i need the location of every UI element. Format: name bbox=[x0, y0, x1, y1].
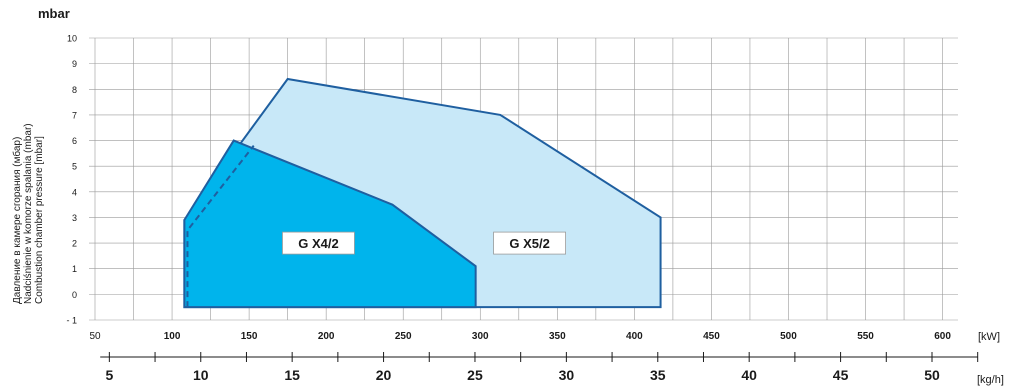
x-tick-label-kw: 150 bbox=[241, 331, 258, 342]
y-tick-label: 4 bbox=[72, 187, 77, 197]
areas bbox=[183, 77, 662, 309]
y-tick-label: 0 bbox=[72, 290, 77, 300]
y-tick-label: 9 bbox=[72, 59, 77, 69]
x-tick-label-kgh: 15 bbox=[284, 367, 300, 383]
x-tick-label-kgh: 40 bbox=[741, 367, 757, 383]
x-tick-label-kw: 200 bbox=[318, 331, 335, 342]
series-label-gx4: G X4/2 bbox=[298, 236, 338, 251]
area-gx4 bbox=[183, 139, 477, 309]
x-tick-label-kw: 350 bbox=[549, 331, 566, 342]
y-tick-label: 7 bbox=[72, 110, 77, 120]
y-tick-label: 10 bbox=[67, 34, 77, 44]
x-tick-label-kw: 400 bbox=[626, 331, 643, 342]
x-tick-label-kgh: 20 bbox=[376, 367, 392, 383]
y-tick-label: 6 bbox=[72, 136, 77, 146]
x-tick-label-kgh: 35 bbox=[650, 367, 666, 383]
x-tick-label-kw: 50 bbox=[89, 331, 101, 342]
y-tick-label: 8 bbox=[72, 85, 77, 95]
x-tick-label-kw: 450 bbox=[703, 331, 720, 342]
x-unit-kgh: [kg/h] bbox=[977, 374, 1004, 386]
x-tick-label-kw: 600 bbox=[934, 331, 951, 342]
x-tick-label-kw: 250 bbox=[395, 331, 412, 342]
y-unit-title: mbar bbox=[38, 6, 70, 21]
dashed-boundary bbox=[186, 145, 255, 308]
x-tick-label-kw: 100 bbox=[164, 331, 181, 342]
x-tick-label-kgh: 50 bbox=[924, 367, 940, 383]
x-tick-label-kgh: 10 bbox=[193, 367, 209, 383]
series-label-gx5: G X5/2 bbox=[509, 236, 549, 251]
y-tick-label: 1 bbox=[72, 264, 77, 274]
series-label-gx5-box bbox=[493, 231, 566, 255]
x-tick-label-kgh: 30 bbox=[559, 367, 575, 383]
y-tick-label: 5 bbox=[72, 162, 77, 172]
x-tick-label-kgh: 5 bbox=[105, 367, 113, 383]
series-label-gx4-box bbox=[282, 231, 355, 255]
x-unit-kw: [kW] bbox=[978, 331, 1000, 343]
y-tick-label: 2 bbox=[72, 239, 77, 249]
x-tick-label-kw: 550 bbox=[857, 331, 874, 342]
x-tick-label-kw: 500 bbox=[780, 331, 797, 342]
x-tick-label-kgh: 25 bbox=[467, 367, 483, 383]
y-tick-label: 3 bbox=[72, 213, 77, 223]
x-tick-label-kgh: 45 bbox=[833, 367, 849, 383]
kgh-axis: 5 10 15 20 25 30 35 40 45 50 [kg/h] bbox=[100, 352, 1004, 386]
x-tick-label-kw: 300 bbox=[472, 331, 489, 342]
x-tick-labels: 50 100 150 200 250 300 350 400 450 500 550 600 [kW] bbox=[89, 331, 1000, 343]
y-tick-label: - 1 bbox=[66, 316, 77, 326]
series-labels: G X4/2 G X5/2 bbox=[282, 231, 566, 255]
